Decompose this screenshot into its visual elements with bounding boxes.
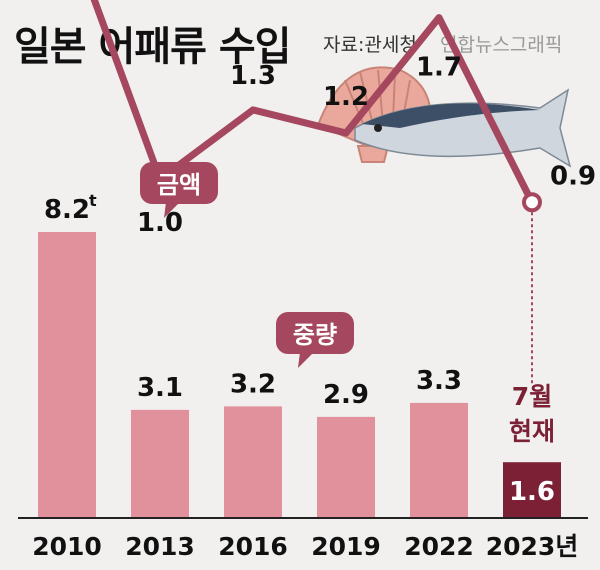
legend-weight-bubble-tail — [298, 352, 314, 368]
bar-0 — [38, 232, 96, 518]
line-value-label-2: 1.3 — [230, 61, 276, 91]
line-value-label-5: 0.9 — [550, 161, 596, 191]
chart-title: 일본 어패류 수입 — [14, 24, 291, 70]
line-value-label-3: 1.2 — [323, 82, 369, 112]
line-value-label-1: 1.0 — [137, 208, 183, 238]
x-tick-label-2: 2016 — [218, 532, 288, 561]
legend-amount-label: 금액 — [157, 171, 201, 199]
x-tick-label-3: 2019 — [311, 532, 381, 561]
bar-1 — [131, 409, 189, 518]
bar-2 — [224, 406, 282, 518]
bar-5 — [503, 462, 561, 518]
bar-unit-label: t — [89, 191, 97, 210]
bar-value-label-2: 3.2 — [230, 369, 276, 399]
x-tick-label-0: 2010 — [32, 532, 102, 561]
bar-value-label-5: 1.6 — [509, 477, 555, 507]
bar-4 — [410, 402, 468, 518]
x-tick-label-4: 2022 — [404, 532, 474, 561]
source-label: 자료:관세청 — [323, 34, 417, 56]
bar-value-label-1: 3.1 — [137, 373, 183, 403]
legend-weight-label: 중량 — [293, 321, 337, 349]
current-note-line1: 7월 — [512, 382, 552, 411]
x-tick-label-5: 2023년 — [486, 532, 579, 561]
bar-value-label-0: 8.2 — [44, 195, 90, 225]
x-tick-label-1: 2013 — [125, 532, 195, 561]
agency-label: 연합뉴스그래픽 — [440, 34, 563, 56]
bar-value-label-4: 3.3 — [416, 366, 462, 396]
amount-point-current — [522, 192, 542, 213]
line-value-label-4: 1.7 — [416, 53, 462, 83]
legend-amount-bubble-tail — [164, 202, 180, 218]
legend-weight-bubble — [276, 312, 354, 354]
current-note-line2: 현재 — [509, 417, 555, 446]
mackerel-fish-icon — [354, 88, 572, 168]
legend-amount-bubble — [140, 162, 218, 204]
amount-line — [90, 0, 536, 206]
bar-3 — [317, 416, 375, 518]
bar-value-label-3: 2.9 — [323, 380, 369, 410]
